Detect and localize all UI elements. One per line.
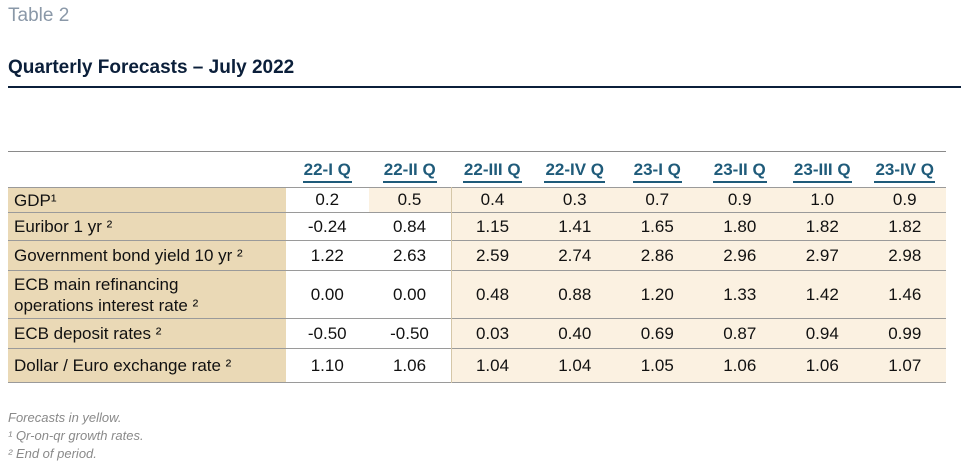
table-cell: 2.59: [450, 240, 534, 271]
footnotes: Forecasts in yellow. ¹ Qr-on-qr growth r…: [8, 409, 144, 463]
table-cell: 2.86: [616, 240, 699, 271]
table-number-label: Table 2: [8, 5, 70, 26]
table-cell: 1.46: [863, 270, 946, 319]
table-cell: 1.15: [450, 212, 534, 241]
footnote-period: ² End of period.: [8, 446, 97, 461]
row-label: GDP¹: [8, 187, 286, 213]
column-header: 23-II Q: [699, 152, 782, 188]
table-cell: 0.40: [533, 318, 616, 349]
footnote-forecast: Forecasts in yellow.: [8, 410, 122, 425]
column-header: 22-IV Q: [534, 152, 617, 188]
title-divider: [8, 86, 961, 88]
table-row: Government bond yield 10 yr ² 1.22 2.63 …: [8, 240, 946, 271]
row-label: Government bond yield 10 yr ²: [8, 240, 286, 271]
table-row: Euribor 1 yr ² -0.24 0.84 1.15 1.41 1.65…: [8, 212, 946, 241]
column-header: 22-I Q: [286, 152, 369, 188]
table-cell: 1.65: [616, 212, 699, 241]
table-cell: 1.22: [286, 240, 369, 271]
table-cell: 1.06: [698, 348, 781, 383]
table-cell: 1.80: [698, 212, 781, 241]
column-header: 23-I Q: [616, 152, 699, 188]
table-cell: 1.82: [781, 212, 864, 241]
table-cell: -0.50: [368, 318, 451, 349]
table-cell: 1.10: [286, 348, 369, 383]
table-title: Quarterly Forecasts – July 2022: [8, 57, 295, 78]
table-cell: 1.0: [781, 187, 864, 213]
table-cell: 1.04: [533, 348, 616, 383]
table-cell: 1.42: [781, 270, 864, 319]
table-cell: 2.97: [781, 240, 864, 271]
table-cell: 0.87: [698, 318, 781, 349]
table-row: ECB main refinancing operations interest…: [8, 270, 946, 319]
header-corner: [8, 152, 286, 188]
row-label: Dollar / Euro exchange rate ²: [8, 348, 286, 383]
table-cell: 0.03: [450, 318, 534, 349]
table-cell: 1.33: [698, 270, 781, 319]
table-header-row: 22-I Q 22-II Q 22-III Q 22-IV Q 23-I Q 2…: [8, 151, 947, 188]
table-cell: 1.06: [368, 348, 451, 383]
table-cell: 0.00: [286, 270, 369, 319]
table-cell: 1.20: [616, 270, 699, 319]
table-cell: 0.84: [368, 212, 451, 241]
table-row: ECB deposit rates ² -0.50 -0.50 0.03 0.4…: [8, 318, 946, 349]
table-cell: 0.3: [533, 187, 616, 213]
table-cell: 1.06: [781, 348, 864, 383]
column-header: 22-III Q: [451, 152, 534, 188]
table-cell: 0.99: [863, 318, 946, 349]
table-cell: 1.04: [450, 348, 534, 383]
table-row: GDP¹ 0.2 0.5 0.4 0.3 0.7 0.9 1.0 0.9: [8, 187, 946, 213]
table-cell: -0.50: [286, 318, 369, 349]
row-label: ECB main refinancing operations interest…: [8, 270, 286, 319]
table-cell: 2.98: [863, 240, 946, 271]
column-header: 22-II Q: [369, 152, 452, 188]
table-cell: 0.00: [368, 270, 451, 319]
row-label: Euribor 1 yr ²: [8, 212, 286, 241]
table-cell: 2.96: [698, 240, 781, 271]
table-cell: 0.2: [286, 187, 369, 213]
table-cell: 0.9: [863, 187, 946, 213]
table-cell: 0.94: [781, 318, 864, 349]
table-cell: 2.74: [533, 240, 616, 271]
forecast-table: 22-I Q 22-II Q 22-III Q 22-IV Q 23-I Q 2…: [8, 151, 946, 383]
table-cell: 0.4: [450, 187, 534, 213]
table-cell: 0.48: [450, 270, 534, 319]
table-cell: 1.41: [533, 212, 616, 241]
table-cell: 0.9: [698, 187, 781, 213]
table-cell: 1.82: [863, 212, 946, 241]
table-cell: -0.24: [286, 212, 369, 241]
table-cell: 0.5: [368, 187, 451, 213]
table-row: Dollar / Euro exchange rate ² 1.10 1.06 …: [8, 348, 946, 383]
column-header: 23-IV Q: [864, 152, 947, 188]
row-label: ECB deposit rates ²: [8, 318, 286, 349]
table-cell: 1.07: [863, 348, 946, 383]
footnote-growth: ¹ Qr-on-qr growth rates.: [8, 428, 144, 443]
table-cell: 1.05: [616, 348, 699, 383]
column-header: 23-III Q: [781, 152, 864, 188]
table-cell: 2.63: [368, 240, 451, 271]
table-cell: 0.69: [616, 318, 699, 349]
table-cell: 0.7: [616, 187, 699, 213]
table-cell: 0.88: [533, 270, 616, 319]
